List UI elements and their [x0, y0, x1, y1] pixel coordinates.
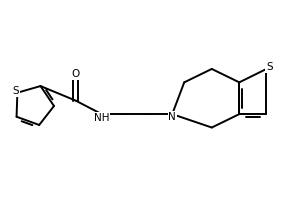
Text: S: S — [266, 62, 273, 72]
Text: NH: NH — [94, 113, 110, 123]
Text: S: S — [12, 86, 19, 96]
Text: O: O — [72, 69, 80, 79]
Text: N: N — [168, 112, 176, 122]
